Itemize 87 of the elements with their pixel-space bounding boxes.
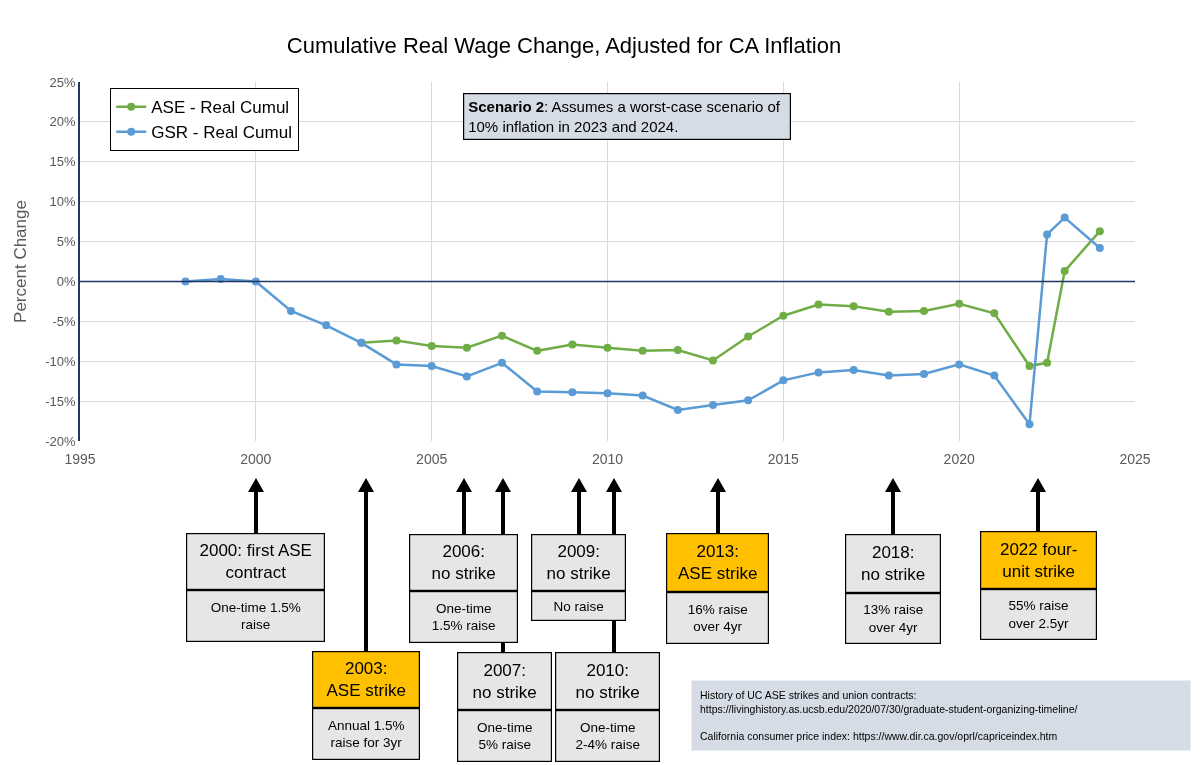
- y-tick-label: 10%: [49, 194, 77, 210]
- point: [568, 340, 577, 349]
- point: [1025, 420, 1034, 429]
- y-tick-label: -10%: [45, 353, 77, 369]
- point: [955, 360, 964, 369]
- text: 2018: no strike: [861, 543, 926, 585]
- point: [603, 389, 612, 398]
- x-tick-label: 2025: [1119, 451, 1151, 467]
- y-tick-label: -5%: [52, 313, 77, 329]
- point: [322, 321, 331, 330]
- point: [392, 336, 401, 345]
- chart-title: Cumulative Real Wage Change, Adjusted for CA Inflation: [286, 32, 842, 58]
- text: 2009: no strike: [546, 542, 611, 584]
- y-tick-label: 5%: [56, 234, 77, 250]
- y-tick-label: 25%: [49, 74, 77, 90]
- point: [709, 401, 717, 410]
- x-tick-label: 2015: [767, 451, 800, 467]
- point: [1060, 213, 1069, 222]
- text: 2007: no strike: [472, 660, 537, 702]
- point: [1060, 267, 1069, 276]
- point: [709, 356, 717, 365]
- y-axis-title: Percent Change: [11, 200, 31, 323]
- text: Annual 1.5% raise for 3yr: [327, 717, 405, 751]
- point: [462, 372, 471, 381]
- text: 13% raise over 4yr: [863, 602, 924, 635]
- point: [955, 299, 964, 308]
- point: [673, 405, 682, 414]
- text: 2022 four- unit strike: [999, 539, 1078, 581]
- text: 2010: no strike: [575, 660, 640, 702]
- point: [779, 311, 788, 320]
- text: One-time 5% raise: [476, 719, 533, 753]
- point: [884, 307, 893, 316]
- point: [779, 376, 788, 385]
- point: [427, 362, 436, 371]
- point: [427, 342, 436, 351]
- text: 2003: ASE strike: [326, 659, 406, 701]
- point: [498, 358, 506, 367]
- text: One-time 2-4% raise: [575, 719, 640, 753]
- point: [638, 346, 647, 355]
- y-tick-label: -15%: [45, 393, 77, 409]
- point: [638, 391, 647, 400]
- point: [744, 396, 753, 405]
- legend-label: ASE - Real Cumul: [151, 98, 290, 118]
- point: [990, 371, 999, 380]
- point: [1095, 227, 1104, 236]
- point: [1043, 230, 1052, 239]
- point: [603, 343, 612, 352]
- point: [884, 371, 893, 380]
- text: No raise: [553, 598, 604, 614]
- point: [533, 387, 542, 396]
- y-tick-label: 15%: [49, 154, 77, 170]
- point: [673, 346, 682, 355]
- point: [1043, 358, 1052, 367]
- y-tick-label: 0%: [56, 273, 77, 289]
- point: [990, 309, 999, 318]
- text: 2006: no strike: [431, 542, 496, 584]
- point: [1025, 362, 1034, 371]
- point: [392, 360, 401, 369]
- point: [498, 331, 506, 340]
- point: [814, 368, 823, 377]
- point: [462, 343, 471, 352]
- x-tick-label: 2000: [240, 451, 272, 467]
- point: [533, 346, 542, 355]
- text: One-time 1.5% raise: [431, 600, 496, 634]
- text: 2013: ASE strike: [678, 542, 758, 584]
- point: [744, 332, 753, 341]
- text: History of UC ASE strikes and union contracts: https://livinghistory.as.ucsb.edu/2020/07/30/graduate-student-organizing-timeline/ California consumer price index: https://www.dir.ca.gov/oprl/capriceindex.htm: [700, 689, 1078, 742]
- x-tick-label: 2020: [943, 451, 975, 467]
- point: [568, 388, 577, 397]
- legend-label: GSR - Real Cumul: [151, 123, 292, 143]
- x-tick-label: 2005: [416, 451, 448, 467]
- point: [849, 302, 858, 311]
- point: [814, 300, 823, 309]
- x-tick-label: 1995: [64, 451, 96, 467]
- text: 55% raise over 2.5yr: [1008, 598, 1069, 631]
- text: One-time 1.5% raise: [210, 599, 301, 633]
- y-tick-label: -20%: [45, 433, 77, 449]
- point: [1095, 243, 1104, 252]
- text: 2000: first ASE contract: [199, 541, 312, 583]
- point: [849, 366, 858, 374]
- annotation: Scenario 2: Assumes a worst-case scenario of 10% inflation in 2023 and 2024.: [468, 98, 781, 135]
- x-tick-label: 2010: [591, 451, 624, 467]
- point: [920, 306, 928, 315]
- y-tick-label: 20%: [49, 114, 77, 130]
- text: 16% raise over 4yr: [687, 601, 748, 635]
- point: [920, 369, 928, 378]
- point: [287, 306, 295, 315]
